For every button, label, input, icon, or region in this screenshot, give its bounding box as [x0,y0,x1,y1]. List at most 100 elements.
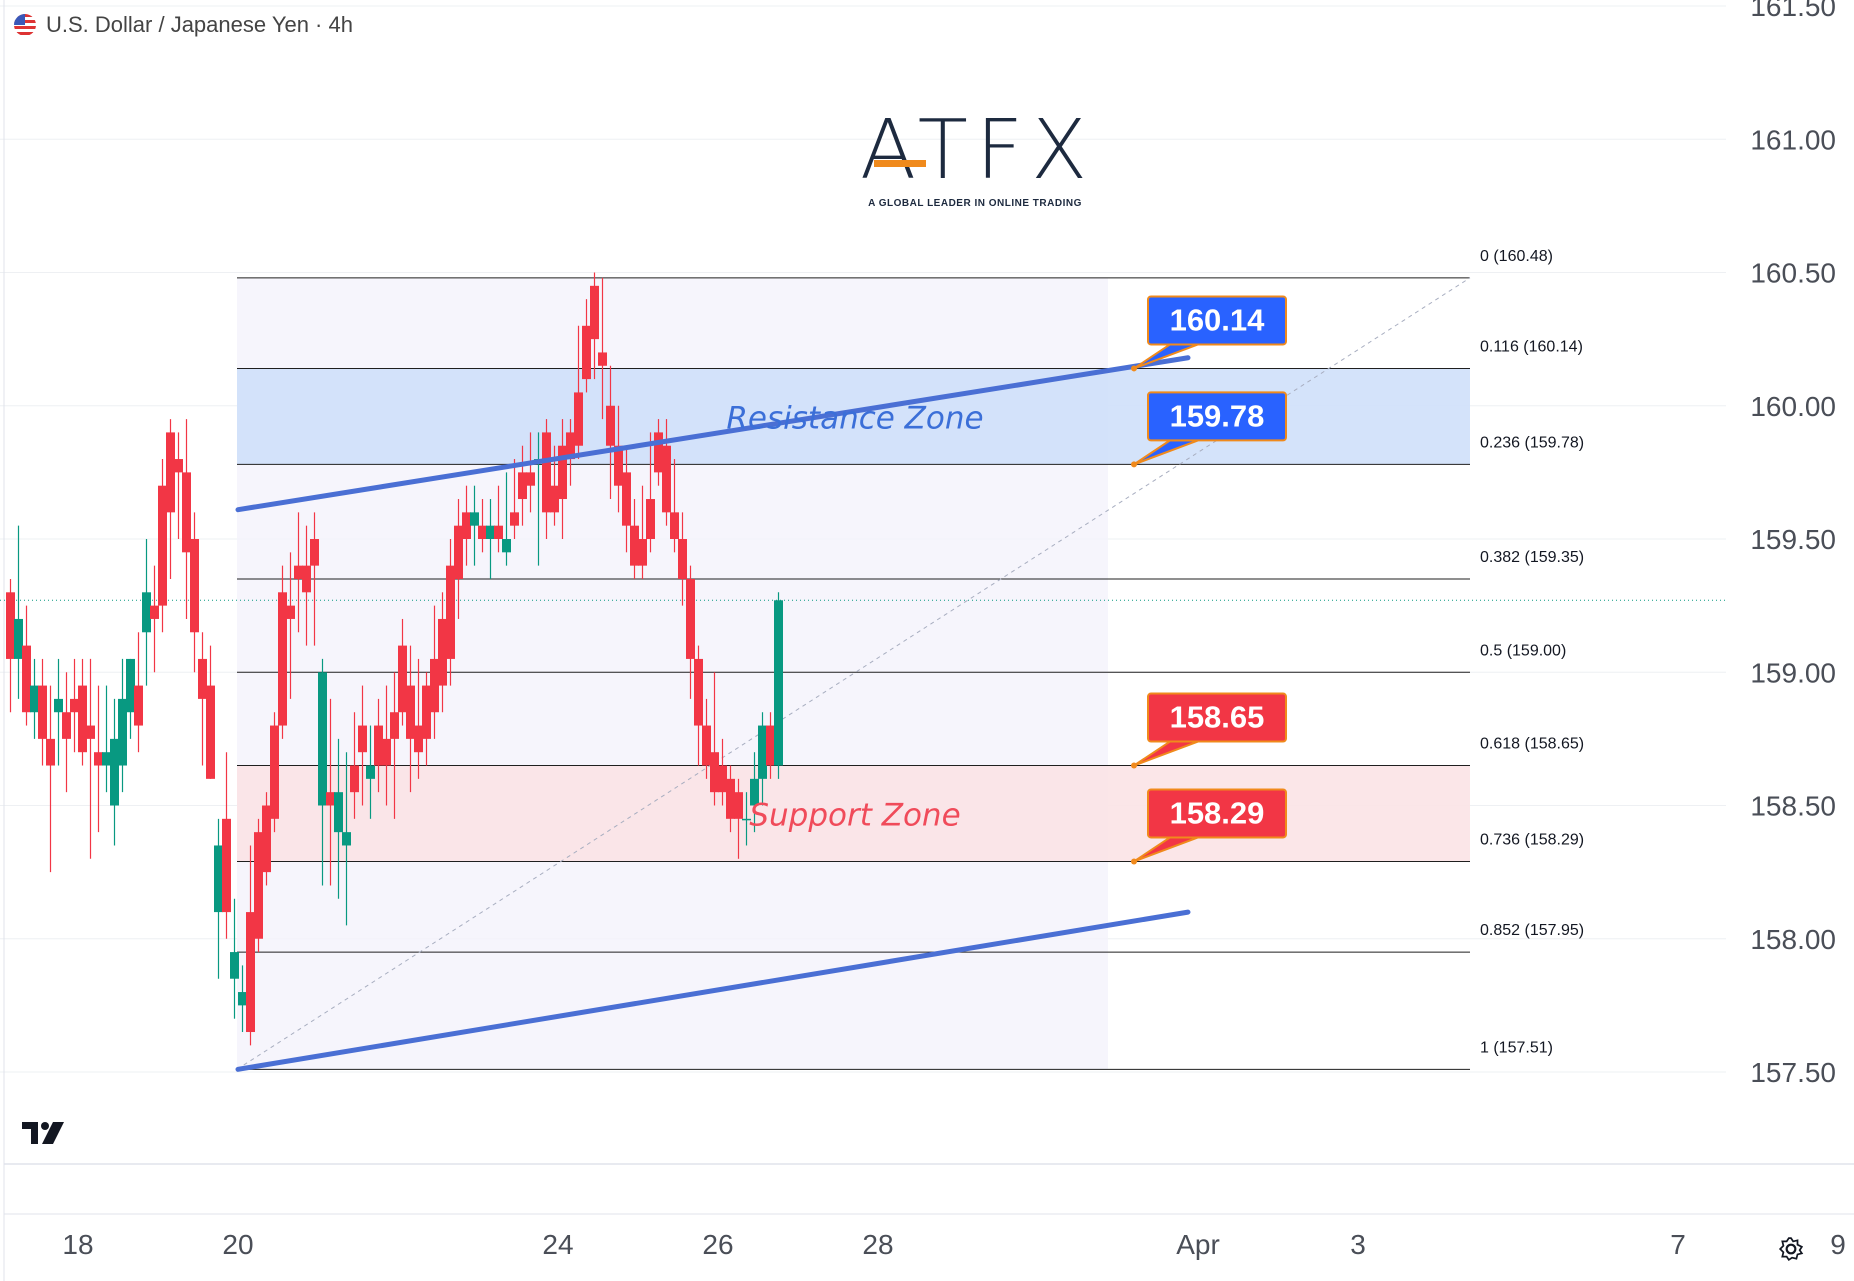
candle-body [214,845,223,913]
candle-body [206,685,215,779]
y-tick-label: 160.00 [1750,391,1836,422]
candle-body [758,725,767,779]
y-tick-label: 158.50 [1750,791,1836,822]
candle-body [750,778,759,806]
callout-box [1147,295,1287,346]
candle-body [454,525,463,579]
callout-box [1147,391,1287,442]
candle-body [190,539,199,633]
candle-body [550,485,559,513]
candle-body [142,592,151,633]
fib-level-label: 0.116 (160.14) [1480,338,1583,355]
candle-body [230,952,239,979]
candle-body [358,725,367,753]
candle-body [430,658,439,713]
candle-body [118,698,127,766]
candle-body [86,725,95,739]
candle-body [326,792,335,806]
callout-pointer [1133,740,1199,767]
candle-body [222,818,231,913]
candle-body [126,658,135,713]
candle-body [678,539,687,579]
candle-body [254,832,263,939]
fib-level-label: 0.382 (159.35) [1480,549,1584,566]
fib-level-label: 0.5 (159.00) [1480,642,1566,659]
candle-body [70,698,79,713]
y-tick-label: 159.00 [1750,657,1836,688]
y-tick-label: 159.50 [1750,524,1836,555]
candle-body [494,525,503,539]
us-jp-flag-icon [14,14,36,36]
candle-body [78,685,87,753]
candle-body [542,432,551,513]
fib-level-label: 0.236 (159.78) [1480,434,1584,451]
candle-body [582,325,591,380]
x-tick-label: 26 [702,1229,733,1260]
x-tick-label: Apr [1176,1229,1220,1260]
settings-gear-icon[interactable] [1778,1236,1804,1262]
tradingview-logo-icon[interactable] [20,1120,70,1146]
candle-body [694,658,703,726]
candle-body [6,592,15,659]
y-tick-label: 161.00 [1750,124,1836,155]
candle-body [270,725,279,819]
candle-body [398,645,407,713]
candle-body [710,752,719,793]
x-tick-label: 18 [62,1229,93,1260]
candle-body [94,752,103,766]
candle-body [198,658,207,699]
fib-level-label: 0.852 (157.95) [1480,922,1584,939]
candle-body [150,605,159,619]
candle-body [278,592,287,726]
callout-anchor [1131,858,1137,865]
candle-body [382,738,391,766]
callout-box [1147,788,1287,839]
candle-body [238,992,247,1006]
resistance-zone-label: Resistance Zone [726,400,983,436]
candle-body [662,445,671,513]
callout-label: 158.29 [1170,795,1265,830]
support-zone-label: Support Zone [749,797,960,833]
y-tick-label: 158.00 [1750,924,1836,955]
candle-body [22,645,31,713]
candle-body [318,672,327,806]
candle-body [166,432,175,513]
candle-body [766,725,775,766]
candle-body [14,618,23,659]
candle-body [182,472,191,553]
candle-body [686,578,695,659]
fib-level-label: 0.736 (158.29) [1480,831,1584,848]
candle-body [38,685,47,739]
candle-body [390,712,399,739]
candle-body [158,485,167,606]
candle-body [702,725,711,766]
candle-body [510,512,519,526]
callout-box [1147,692,1287,743]
candle-body [62,712,71,739]
candle-body [526,472,535,486]
x-tick-label: 3 [1350,1229,1366,1260]
x-tick-label: 28 [862,1229,893,1260]
callout-label: 160.14 [1170,302,1266,337]
fib-band [237,952,1108,1070]
channel-upper-line [235,355,1191,513]
candle-body [574,392,583,446]
candle-body [462,512,471,539]
symbol-title[interactable]: U.S. Dollar / Japanese Yen · 4h [46,12,353,37]
fib-level-label: 1 (157.51) [1480,1039,1553,1056]
candle-body [246,912,255,1033]
candle-body [310,539,319,566]
atfx-logo: ATFX A GLOBAL LEADER IN ONLINE TRADING [860,103,1096,210]
candle-body [502,539,511,553]
candle-body [174,459,183,473]
logo-tagline: A GLOBAL LEADER IN ONLINE TRADING [868,198,1082,209]
callout-anchor [1131,365,1137,372]
candle-body [646,499,655,539]
candle-body [622,472,631,526]
candle-body [566,432,575,460]
logo-accent-bar [874,160,926,167]
chart-header: U.S. Dollar / Japanese Yen · 4h [14,8,353,42]
logo-text: ATFX [860,103,1096,198]
fib-level-label: 0.618 (158.65) [1480,736,1584,753]
